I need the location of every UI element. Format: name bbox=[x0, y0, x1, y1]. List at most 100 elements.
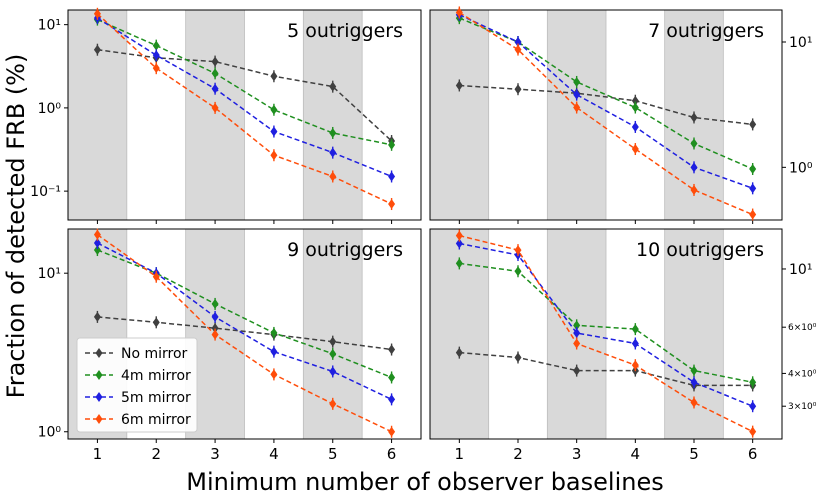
legend-entry-4m-mirror: 4m mirror bbox=[85, 368, 191, 384]
data-point bbox=[329, 366, 337, 377]
data-point bbox=[211, 311, 219, 322]
x-tick-label: 3 bbox=[210, 445, 220, 463]
data-point bbox=[455, 80, 463, 91]
data-point bbox=[270, 369, 278, 380]
panel-5-outriggers: 10⁻¹ 10⁰ 10¹ 5 outriggers bbox=[30, 7, 422, 224]
data-point bbox=[388, 394, 396, 405]
data-point bbox=[388, 199, 396, 210]
data-point bbox=[573, 365, 581, 376]
x-tick-label: 1 bbox=[93, 445, 103, 463]
data-point bbox=[749, 183, 757, 194]
series-6m-mirror bbox=[455, 229, 757, 438]
data-point bbox=[573, 320, 581, 331]
legend-marker bbox=[95, 392, 103, 402]
data-point bbox=[211, 329, 219, 340]
data-point bbox=[514, 84, 522, 95]
series-no-mirror bbox=[93, 310, 396, 356]
data-point bbox=[93, 311, 101, 322]
data-point bbox=[690, 138, 698, 149]
data-point bbox=[573, 338, 581, 349]
data-point bbox=[152, 50, 160, 61]
data-point bbox=[631, 121, 639, 132]
legend: No mirror 4m mirror 5m mirror 6m mirror bbox=[76, 337, 198, 433]
data-point bbox=[211, 323, 219, 334]
series-line bbox=[459, 84, 753, 126]
data-point bbox=[455, 7, 463, 18]
x-tick-label: 3 bbox=[572, 445, 582, 463]
data-point bbox=[93, 8, 101, 19]
data-point bbox=[514, 352, 522, 363]
data-point bbox=[270, 150, 278, 161]
data-point bbox=[152, 271, 160, 282]
y-tick-label: 6×10⁰ bbox=[788, 323, 817, 333]
y-tick-label: 3×10⁰ bbox=[788, 402, 817, 412]
data-point bbox=[631, 102, 639, 113]
data-point bbox=[329, 171, 337, 182]
data-point bbox=[93, 245, 101, 256]
legend-label: 4m mirror bbox=[121, 368, 191, 384]
data-point bbox=[152, 40, 160, 51]
x-axis-label: Minimum number of observer baselines bbox=[186, 468, 663, 496]
panel-7-outriggers: 10⁰ 10¹ 7 outriggers bbox=[429, 6, 813, 224]
data-point bbox=[573, 76, 581, 87]
x-tick-label: 5 bbox=[328, 445, 338, 463]
data-point bbox=[514, 245, 522, 256]
data-point bbox=[749, 119, 757, 130]
data-point bbox=[329, 348, 337, 359]
data-point bbox=[270, 327, 278, 338]
data-point bbox=[455, 230, 463, 241]
x-tick-label: 2 bbox=[513, 445, 523, 463]
legend-label: 5m mirror bbox=[121, 390, 191, 406]
shaded-band bbox=[546, 9, 607, 221]
panel-title: 9 outriggers bbox=[287, 239, 403, 261]
series-6m-mirror bbox=[455, 6, 757, 221]
data-point bbox=[631, 360, 639, 371]
series-line bbox=[458, 11, 753, 216]
data-point bbox=[270, 346, 278, 357]
series-4m-mirror bbox=[93, 13, 396, 151]
panel-frame bbox=[67, 228, 422, 440]
data-point bbox=[749, 209, 757, 220]
legend-marker bbox=[95, 370, 103, 380]
data-point bbox=[329, 398, 337, 409]
data-point bbox=[329, 127, 337, 138]
data-point bbox=[690, 184, 698, 195]
x-tick-label: 6 bbox=[387, 445, 397, 463]
series-line bbox=[97, 48, 393, 142]
x-tick-label: 5 bbox=[689, 445, 699, 463]
data-point bbox=[631, 324, 639, 335]
series-line bbox=[458, 14, 753, 190]
x-tick-label: 4 bbox=[269, 445, 279, 463]
y-tick-label: 4×10⁰ bbox=[788, 369, 817, 379]
x-tick-label: 6 bbox=[748, 445, 758, 463]
data-point bbox=[455, 258, 463, 269]
panel-frame bbox=[429, 9, 783, 221]
data-point bbox=[749, 163, 757, 174]
data-point bbox=[388, 426, 396, 437]
data-point bbox=[329, 147, 337, 158]
shaded-band bbox=[185, 9, 245, 221]
x-tick-label: 1 bbox=[455, 445, 465, 463]
y-tick-label: 10⁻¹ bbox=[30, 184, 61, 200]
data-point bbox=[690, 112, 698, 123]
y-axis-label: Fraction of detected FRB (%) bbox=[2, 54, 30, 399]
data-point bbox=[211, 102, 219, 113]
legend-marker bbox=[95, 414, 103, 424]
data-point bbox=[690, 162, 698, 173]
data-point bbox=[270, 104, 278, 115]
series-line bbox=[97, 17, 392, 178]
series-line bbox=[96, 234, 392, 433]
panel-title: 10 outriggers bbox=[636, 239, 764, 261]
legend-label: No mirror bbox=[121, 346, 188, 362]
data-point bbox=[152, 63, 160, 74]
data-point bbox=[573, 102, 581, 113]
data-point bbox=[388, 139, 396, 150]
shaded-band bbox=[67, 9, 128, 221]
data-point bbox=[93, 238, 101, 249]
panel-9-outriggers: 1 2 3 4 5 6 10⁰ 10¹ 9 outriggers bbox=[38, 228, 422, 463]
data-point bbox=[455, 238, 463, 249]
series-line bbox=[459, 234, 754, 433]
panel-10-outriggers: 1 2 3 4 5 6 3×10⁰ 4×10⁰ 6×10⁰ 10¹ 10 outriggers bbox=[429, 228, 817, 463]
series-line bbox=[459, 262, 753, 384]
y-tick-label: 10¹ bbox=[789, 262, 812, 278]
